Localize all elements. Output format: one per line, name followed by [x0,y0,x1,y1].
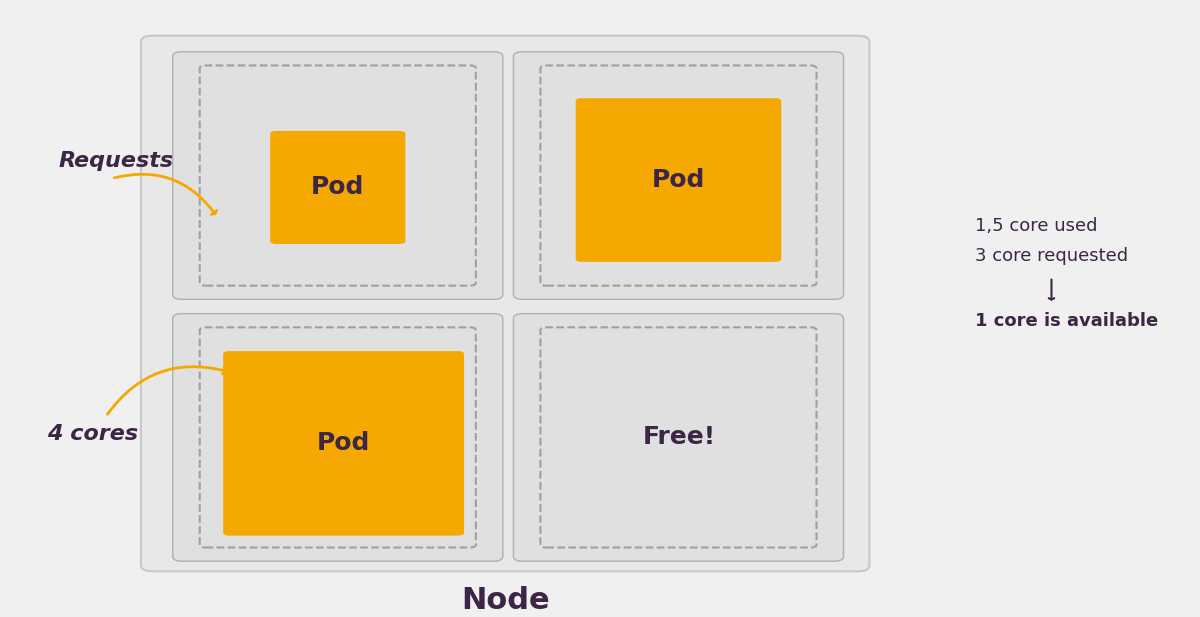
Text: Requests: Requests [59,151,174,171]
Text: 1,5 core used: 1,5 core used [976,217,1098,235]
Text: Pod: Pod [652,168,706,192]
FancyBboxPatch shape [140,36,869,571]
Text: 1 core is available: 1 core is available [976,312,1158,330]
FancyBboxPatch shape [173,313,503,561]
Text: 4 cores: 4 cores [47,424,138,444]
FancyBboxPatch shape [223,351,464,536]
FancyBboxPatch shape [576,98,781,262]
Text: Free!: Free! [642,425,715,449]
FancyBboxPatch shape [514,52,844,299]
Text: Node: Node [461,586,550,615]
FancyBboxPatch shape [514,313,844,561]
Text: Pod: Pod [311,175,365,199]
Text: 3 core requested: 3 core requested [976,247,1128,265]
Text: Pod: Pod [317,431,371,455]
FancyBboxPatch shape [270,131,406,244]
FancyBboxPatch shape [173,52,503,299]
